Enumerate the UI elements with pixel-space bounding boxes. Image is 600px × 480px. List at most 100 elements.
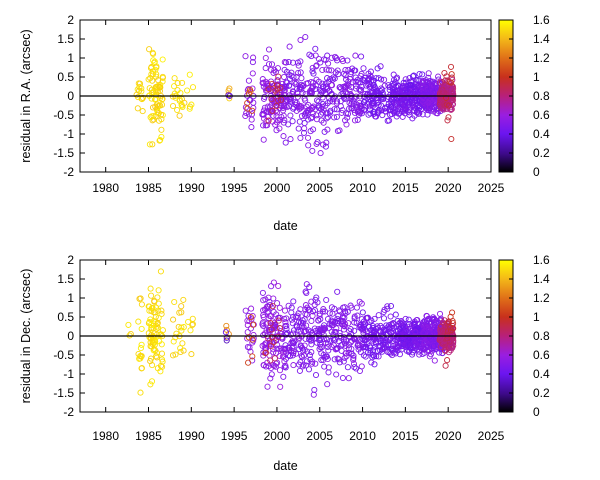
data-point	[420, 84, 427, 91]
colorbar-tick-label: 0.2	[533, 386, 550, 400]
x-tick-label: 1980	[92, 181, 119, 195]
data-point	[249, 336, 256, 343]
data-point	[244, 105, 251, 112]
data-point	[442, 362, 449, 369]
data-point	[445, 102, 452, 109]
data-point	[436, 349, 443, 356]
data-point	[343, 353, 350, 360]
colorbar-tick-label: 1.2	[533, 291, 550, 305]
data-point	[137, 345, 144, 352]
data-point	[385, 100, 392, 107]
data-point	[260, 322, 267, 329]
colorbar-tick-label: 1.4	[533, 32, 550, 46]
data-point	[440, 341, 447, 348]
data-point	[172, 351, 179, 358]
data-point	[148, 292, 155, 299]
x-axis-title: date	[273, 219, 297, 233]
data-point	[249, 321, 257, 328]
data-point	[302, 362, 310, 369]
data-point	[446, 106, 454, 113]
data-point	[303, 311, 310, 318]
data-point	[296, 102, 303, 109]
data-point	[260, 111, 267, 118]
data-point	[377, 322, 384, 329]
data-point	[405, 100, 412, 107]
data-point	[275, 282, 282, 290]
data-point	[315, 55, 322, 63]
data-point	[159, 358, 166, 365]
data-point	[223, 337, 230, 344]
data-point	[382, 326, 389, 333]
data-point	[335, 71, 342, 78]
data-point	[441, 69, 448, 77]
data-point	[441, 347, 449, 354]
data-point	[269, 303, 276, 310]
data-point	[284, 104, 291, 111]
colorbar: 1.6 1.4 1.2 1 0.8 0.6 0.4 0.2 0	[498, 253, 550, 419]
data-point	[276, 367, 284, 374]
data-point	[280, 73, 288, 81]
data-point	[416, 77, 423, 84]
data-point	[444, 117, 451, 124]
data-point	[298, 86, 305, 93]
data-point	[246, 318, 253, 325]
data-point	[387, 334, 394, 341]
data-point	[420, 346, 427, 353]
data-point	[398, 319, 405, 326]
data-point	[335, 356, 343, 363]
y-tick-label: 0.5	[57, 70, 74, 84]
data-point	[296, 318, 303, 325]
data-point	[136, 80, 144, 87]
data-point	[248, 116, 255, 123]
data-point	[293, 323, 301, 330]
data-point	[328, 54, 335, 61]
data-point	[367, 83, 374, 90]
data-point	[260, 332, 267, 339]
data-point	[177, 345, 184, 352]
data-point	[287, 112, 294, 119]
data-point	[379, 348, 386, 355]
data-point	[265, 86, 272, 93]
data-point	[364, 340, 371, 348]
data-point	[289, 313, 296, 320]
data-point	[319, 66, 326, 74]
data-point	[155, 287, 162, 294]
data-point	[152, 309, 159, 316]
data-point	[280, 373, 287, 380]
data-point	[394, 344, 401, 351]
data-point	[389, 352, 396, 359]
y-tick-label: -1	[63, 127, 74, 141]
data-point	[294, 327, 301, 334]
data-point	[313, 97, 321, 104]
colorbar-tick-label: 1.2	[533, 51, 550, 65]
data-point	[155, 77, 162, 84]
data-point	[298, 75, 305, 82]
data-point	[359, 344, 366, 351]
data-point	[285, 302, 292, 309]
data-point	[223, 334, 230, 341]
data-point	[333, 106, 340, 113]
x-tick-label: 2000	[264, 181, 291, 195]
data-point	[295, 125, 302, 132]
data-point	[358, 70, 365, 77]
data-point	[369, 337, 376, 344]
data-point	[308, 53, 315, 60]
x-tick-label: 1990	[178, 181, 205, 195]
data-point	[265, 61, 273, 68]
data-point	[375, 353, 382, 360]
data-point	[302, 302, 309, 309]
data-point	[315, 78, 322, 85]
data-point	[345, 320, 352, 327]
data-point	[386, 106, 393, 113]
data-point	[277, 328, 284, 335]
data-point	[384, 303, 391, 310]
data-point	[331, 114, 338, 121]
data-point	[326, 310, 333, 317]
data-point	[345, 345, 352, 352]
data-point	[324, 75, 331, 82]
data-point	[320, 83, 327, 90]
data-point	[397, 86, 404, 93]
data-point	[262, 65, 269, 72]
data-point	[331, 106, 338, 113]
